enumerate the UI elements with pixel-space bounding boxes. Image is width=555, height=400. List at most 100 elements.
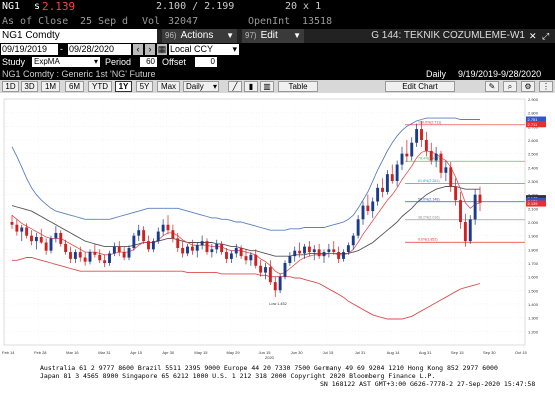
- tab-1d[interactable]: 1D: [2, 81, 19, 92]
- x-year-label: 2020: [265, 355, 275, 360]
- study-select[interactable]: ExpMA ▾: [32, 57, 100, 67]
- candle-body: [64, 243, 68, 253]
- candle-body: [307, 246, 311, 253]
- candle-body: [195, 245, 199, 251]
- actions-menu-button[interactable]: 96) Actions ▼: [162, 29, 237, 43]
- x-tick-label: Mar 16: [66, 350, 79, 355]
- tab-5y[interactable]: 5Y: [136, 81, 153, 92]
- tab-3d[interactable]: 3D: [21, 81, 38, 92]
- security-field[interactable]: NG1 Comdty: [0, 29, 157, 43]
- tab-6m[interactable]: 6M: [65, 81, 84, 92]
- candle-body: [54, 232, 58, 239]
- close-window-icon[interactable]: ✕: [529, 31, 537, 41]
- candle-body: [205, 241, 209, 253]
- study-row: Study ExpMA ▾ Period 60 Offset 0: [0, 56, 555, 68]
- bar-chart-type-icon[interactable]: ▥: [260, 81, 274, 92]
- caret-down-icon: ▼: [293, 31, 301, 40]
- candle-body: [98, 254, 102, 261]
- offset-field[interactable]: 0: [195, 57, 217, 67]
- zoom-icon[interactable]: ⌕: [503, 81, 517, 92]
- annotate-icon[interactable]: ✎: [485, 81, 499, 92]
- y-tick-label: 1.800: [528, 247, 539, 252]
- candle-body: [415, 129, 419, 143]
- candle-body: [439, 153, 443, 173]
- candle-body: [73, 252, 77, 259]
- y-tick-label: 1.900: [528, 234, 539, 239]
- x-tick-label: Oct 15: [515, 350, 528, 355]
- line-chart-type-icon[interactable]: ╱: [228, 81, 242, 92]
- tab-ytd[interactable]: YTD: [88, 81, 112, 92]
- tab-max[interactable]: Max: [157, 81, 180, 92]
- toolbar: NG1 Comdty 96) Actions ▼ 97) Edit ▼ G 144:…: [0, 29, 555, 43]
- settings-gear-icon[interactable]: ⚙: [521, 81, 535, 92]
- start-date-field[interactable]: 09/19/2019: [1, 44, 58, 55]
- tab-1y[interactable]: 1Y: [115, 81, 132, 92]
- x-tick-label: Sep 30: [483, 350, 496, 355]
- candle-body: [454, 186, 458, 201]
- candle-chart-type-icon[interactable]: ▮: [244, 81, 258, 92]
- price-tag-label: 2.751: [528, 117, 539, 122]
- candle-body: [34, 237, 38, 242]
- candle-body: [78, 252, 82, 258]
- period-field[interactable]: 60: [140, 57, 157, 67]
- price-chart[interactable]: 2.9002.8002.7002.6002.5002.4002.3002.200…: [0, 93, 555, 361]
- close-info-line: As of Close 25 Sep d Vol 32047 OpenInt 1…: [0, 14, 555, 29]
- fib-level-label: 76.4%(2.445): [418, 157, 440, 161]
- y-tick-label: 1.600: [528, 275, 539, 280]
- tab-1m[interactable]: 1M: [41, 81, 60, 92]
- candle-body: [337, 252, 341, 259]
- edit-label: Edit: [260, 30, 278, 41]
- candle-body: [83, 257, 87, 262]
- candle-body: [59, 232, 63, 244]
- calendar-icon[interactable]: ▦: [157, 44, 167, 55]
- frequency-select[interactable]: Daily ▾: [183, 81, 219, 92]
- description-row: NG1 Comdty : Generic 1st 'NG' Future Dai…: [0, 68, 555, 80]
- candle-body: [332, 249, 336, 253]
- edit-chart-button[interactable]: Edit Chart: [385, 81, 455, 92]
- candle-body: [15, 224, 19, 232]
- actions-shortcut-number: 96): [165, 31, 177, 40]
- y-tick-label: 1.300: [528, 316, 539, 321]
- edit-menu-button[interactable]: 97) Edit ▼: [242, 29, 304, 43]
- ticker-symbol: NG1: [2, 1, 21, 12]
- candle-body: [190, 246, 194, 251]
- currency-select[interactable]: Local CCY ▾: [169, 44, 239, 55]
- candle-body: [473, 194, 477, 220]
- price-tag-label: 2.711: [528, 122, 538, 127]
- candle-body: [171, 230, 175, 239]
- volume-value: 32047: [168, 16, 199, 27]
- fib-level-label: 61.8%(2.281): [418, 179, 440, 183]
- chart-area[interactable]: 2.9002.8002.7002.6002.5002.4002.3002.200…: [0, 93, 555, 361]
- prev-period-button[interactable]: ‹: [133, 44, 143, 55]
- y-tick-label: 2.600: [528, 138, 539, 143]
- side-indicator: s: [34, 1, 41, 12]
- x-tick-label: Aug 14: [387, 350, 400, 355]
- candle-body: [39, 237, 43, 243]
- more-options-icon[interactable]: ⋮: [539, 81, 553, 92]
- quote-line: NG1 s 2.139 2.100 / 2.199 20 x 1: [0, 0, 555, 14]
- actions-label: Actions: [180, 30, 214, 41]
- volume-label: Vol: [142, 16, 161, 27]
- price-tag: [526, 116, 546, 123]
- x-tick-label: Feb 28: [34, 350, 47, 355]
- y-tick-label: 2.100: [528, 206, 539, 211]
- candle-body: [229, 253, 233, 259]
- as-of-flag: d: [122, 16, 129, 27]
- candle-body: [342, 252, 345, 259]
- as-of-date: 25 Sep: [80, 16, 117, 27]
- footer-contacts-line2: Japan 81 3 4565 8900 Singapore 65 6212 1…: [40, 372, 436, 380]
- x-tick-label: Jun 15: [259, 350, 272, 355]
- frequency-label: Daily: [426, 69, 447, 79]
- candle-body: [356, 219, 360, 236]
- next-period-button[interactable]: ›: [145, 44, 155, 55]
- y-tick-label: 1.200: [528, 329, 539, 334]
- expand-window-icon[interactable]: ⤢: [542, 31, 550, 41]
- candle-body: [273, 282, 277, 291]
- candle-body: [200, 241, 204, 246]
- candle-body: [293, 250, 297, 257]
- table-button[interactable]: Table: [278, 81, 318, 92]
- end-date-field[interactable]: 09/28/2020: [68, 44, 131, 55]
- candle-body: [88, 252, 92, 262]
- candle-body: [239, 247, 243, 257]
- candle-body: [376, 187, 380, 202]
